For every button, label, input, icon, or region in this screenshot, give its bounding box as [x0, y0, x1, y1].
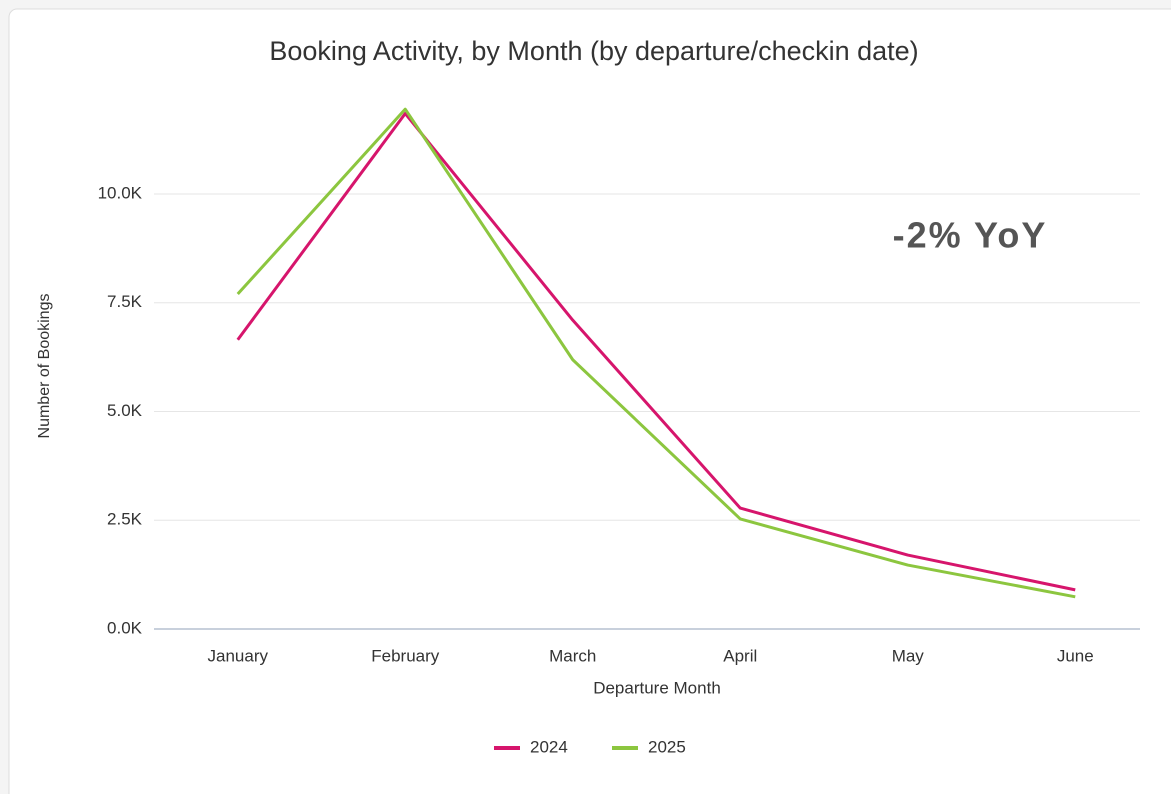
legend-label: 2025: [648, 737, 686, 756]
x-tick-label: February: [371, 646, 440, 665]
x-tick-label: May: [892, 646, 925, 665]
chart-title: Booking Activity, by Month (by departure…: [269, 36, 918, 66]
y-tick-label: 2.5K: [107, 510, 143, 529]
y-tick-label: 10.0K: [98, 183, 143, 202]
y-tick-label: 0.0K: [107, 618, 143, 637]
y-tick-label: 5.0K: [107, 401, 143, 420]
y-axis-label: Number of Bookings: [36, 294, 53, 439]
line-series: [236, 112, 1076, 592]
x-axis-label: Departure Month: [593, 678, 721, 697]
x-tick-label: March: [549, 646, 596, 665]
x-tick-label: April: [723, 646, 757, 665]
x-tick-label: January: [208, 646, 269, 665]
legend-label: 2024: [530, 737, 568, 756]
card: [8, 8, 1171, 794]
y-tick-label: 7.5K: [107, 292, 143, 311]
annotation: -2% YoY: [893, 215, 1048, 256]
line-series: [236, 107, 1076, 599]
x-tick-label: June: [1057, 646, 1094, 665]
